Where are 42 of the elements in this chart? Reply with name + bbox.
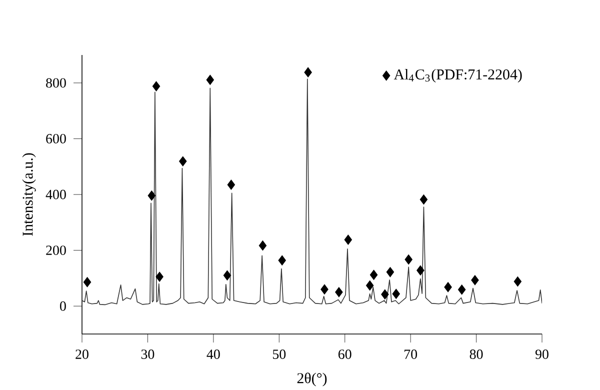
x-tick-label: 40	[206, 350, 220, 359]
point	[458, 284, 466, 295]
point	[386, 267, 394, 278]
point	[83, 277, 92, 288]
point	[179, 156, 187, 166]
point	[227, 180, 236, 190]
legend-label: Al$_{4}$C$_{3}$(PDF:71-2204)	[394, 68, 522, 83]
x-tick-label: 20	[76, 350, 88, 359]
point	[514, 276, 522, 287]
point	[392, 288, 400, 299]
x-tick-label: 90	[535, 350, 548, 359]
y-tick-label: 0	[60, 301, 66, 311]
point	[366, 280, 374, 290]
point	[344, 234, 352, 245]
point	[370, 270, 378, 280]
point	[258, 240, 267, 251]
point	[381, 289, 389, 300]
y-tick-label: 600	[46, 134, 66, 144]
point	[420, 194, 428, 205]
y-tick-label: 400	[46, 190, 66, 200]
point	[404, 254, 412, 264]
point	[320, 284, 328, 294]
x-tick-label: 50	[272, 350, 286, 359]
point	[206, 74, 214, 85]
x-tick-label: 30	[141, 350, 154, 359]
x-tick-label: 60	[338, 350, 352, 359]
point	[416, 265, 424, 276]
point	[148, 190, 156, 201]
y-axis-title: Intensity(a.u.)	[22, 153, 36, 236]
y-tick-label: 800	[46, 78, 66, 88]
x-tick-label: 80	[470, 350, 483, 359]
point	[156, 272, 164, 282]
x-tick-label: 70	[404, 350, 418, 359]
x-axis-title: 2θ(°)	[297, 372, 327, 386]
point	[335, 287, 343, 298]
point	[223, 270, 232, 280]
point	[471, 275, 479, 286]
point	[304, 67, 312, 78]
y-tick-label: 200	[46, 246, 66, 255]
point	[444, 282, 452, 292]
point	[152, 81, 160, 92]
point	[278, 255, 286, 266]
